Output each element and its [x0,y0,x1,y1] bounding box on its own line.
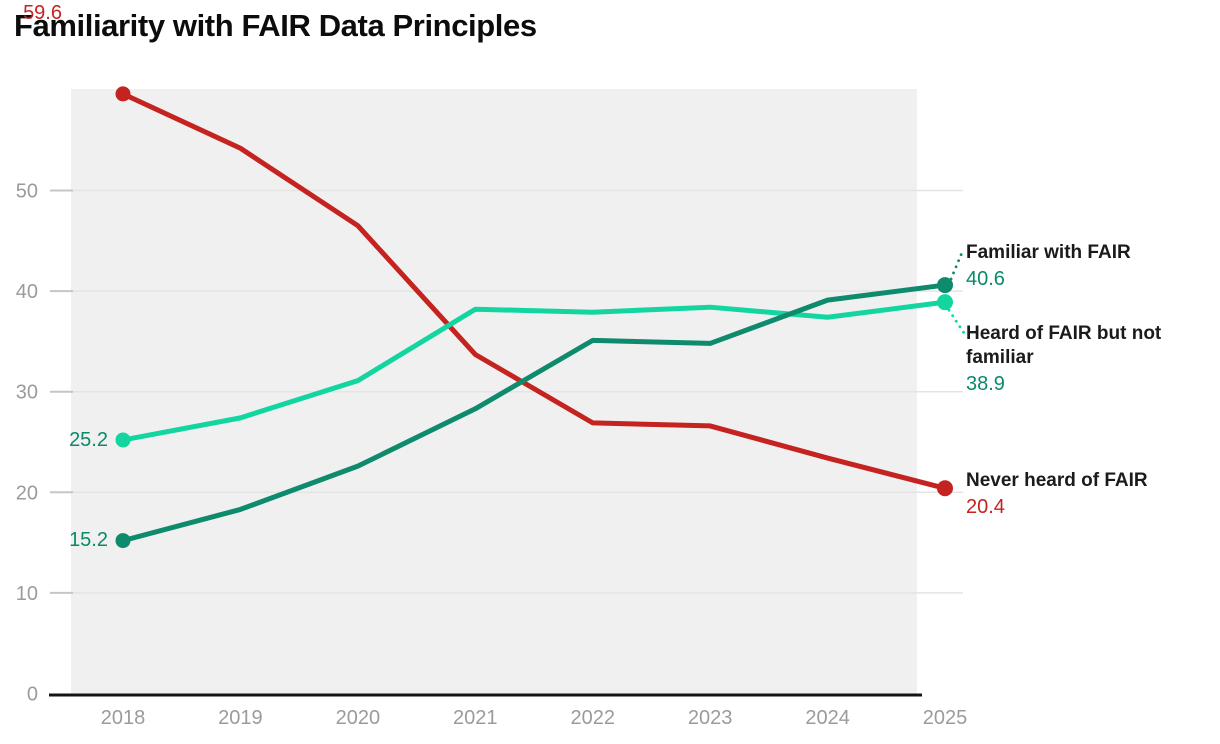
start-value-heard-of-fair: 25.2 [69,429,108,451]
x-axis-label-2018: 2018 [101,707,146,729]
y-axis-label-30: 30 [16,382,38,404]
annotation-label: Heard of FAIR but not familiar [966,323,1162,368]
y-axis-label-10: 10 [16,583,38,605]
series-line-familiar-with-fair [120,282,948,544]
start-value-never-heard: 59.6 [23,2,62,24]
annotation-label: Familiar with FAIR [966,242,1131,263]
x-axis-label-2019: 2019 [218,707,263,729]
y-axis-label-20: 20 [16,482,38,504]
start-value-familiar: 15.2 [69,529,108,551]
annotation-never-heard-of-fair: Never heard of FAIR 20.4 [966,469,1212,520]
x-axis-label-2024: 2024 [805,707,850,729]
series-line-never-heard-of-fair [120,91,948,491]
x-axis-label-2023: 2023 [688,707,733,729]
point-start-heard-of-fair-but-not-familiar [115,432,131,448]
point-start-familiar-with-fair [115,533,131,549]
leader-line-familiar-with-fair [949,248,965,281]
y-axis-label-0: 0 [27,684,38,706]
x-axis-label-2022: 2022 [570,707,615,729]
series-line-heard-of-fair-but-not-familiar [120,299,948,443]
point-end-heard-of-fair-but-not-familiar [937,294,954,311]
point-end-never-heard-of-fair [937,480,954,497]
annotation-familiar-with-fair: Familiar with FAIR 40.6 [966,241,1212,292]
x-axis-label-2020: 2020 [336,707,381,729]
y-axis-label-50: 50 [16,181,38,203]
chart-title: Familiarity with FAIR Data Principles [14,8,537,43]
annotation-label: Never heard of FAIR [966,470,1148,491]
point-end-familiar-with-fair [937,277,954,294]
leader-line-heard-of-fair [947,308,966,335]
x-axis-label-2025: 2025 [923,707,968,729]
y-axis-label-40: 40 [16,281,38,303]
annotation-value: 38.9 [966,373,1005,395]
point-start-never-heard-of-fair [115,86,131,102]
x-axis-label-2021: 2021 [453,707,498,729]
annotation-heard-of-fair: Heard of FAIR but not familiar 38.9 [966,322,1198,397]
annotation-value: 40.6 [966,268,1005,290]
annotation-value: 20.4 [966,496,1005,518]
